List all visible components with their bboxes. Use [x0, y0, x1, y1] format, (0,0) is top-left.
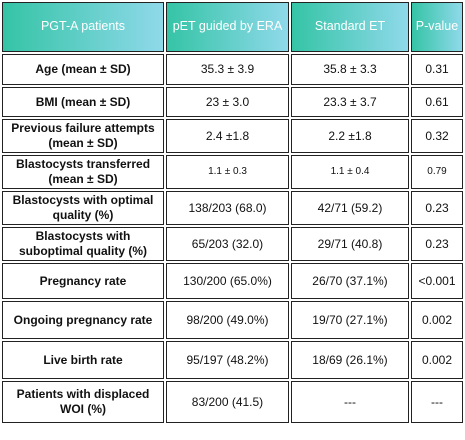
- header-cell: PGT-A patients: [2, 2, 164, 52]
- row-label: Live birth rate: [2, 341, 164, 379]
- cell-value: 1.1 ± 0.4: [291, 155, 409, 189]
- header-cell: pET guided by ERA: [166, 2, 289, 52]
- header-row: PGT-A patients pET guided by ERA Standard …: [2, 2, 463, 52]
- cell-value: 35.3 ± 3.9: [166, 54, 289, 85]
- cell-value: 42/71 (59.2): [291, 191, 409, 225]
- table-row: Age (mean ± SD) 35.3 ± 3.9 35.8 ± 3.3 0.31: [2, 54, 463, 85]
- cell-value: 138/203 (68.0): [166, 191, 289, 225]
- table-body: Age (mean ± SD) 35.3 ± 3.9 35.8 ± 3.3 0.31 B…: [2, 54, 463, 423]
- cell-value: 0.23: [411, 191, 463, 225]
- cell-value: 83/200 (41.5): [166, 381, 289, 423]
- row-label: Blastocysts with suboptimal quality (%): [2, 227, 164, 261]
- table-row: Previous failure attempts (mean ± SD) 2.4…: [2, 119, 463, 153]
- cell-value: 0.23: [411, 227, 463, 261]
- cell-value: ---: [411, 381, 463, 423]
- data-table: PGT-A patients pET guided by ERA Standard …: [2, 2, 463, 423]
- table-row: Blastocysts with optimal quality (%) 138/…: [2, 191, 463, 225]
- cell-value: <0.001: [411, 263, 463, 299]
- row-label: Pregnancy rate: [2, 263, 164, 299]
- table-row: Blastocysts with suboptimal quality (%) 6…: [2, 227, 463, 261]
- cell-value: 0.32: [411, 119, 463, 153]
- row-label: Ongoing pregnancy rate: [2, 301, 164, 339]
- cell-value: 0.79: [411, 155, 463, 189]
- cell-value: 0.002: [411, 341, 463, 379]
- table-row: BMI (mean ± SD) 23 ± 3.0 23.3 ± 3.7 0.61: [2, 87, 463, 117]
- table-row: Patients with displaced WOI (%) 83/200 (4…: [2, 381, 463, 423]
- cell-value: 1.1 ± 0.3: [166, 155, 289, 189]
- row-label: BMI (mean ± SD): [2, 87, 164, 117]
- cell-value: 0.31: [411, 54, 463, 85]
- cell-value: 0.002: [411, 301, 463, 339]
- row-label: Age (mean ± SD): [2, 54, 164, 85]
- row-label: Patients with displaced WOI (%): [2, 381, 164, 423]
- row-label: Blastocysts transferred (mean ± SD): [2, 155, 164, 189]
- cell-value: 2.4 ±1.8: [166, 119, 289, 153]
- cell-value: 95/197 (48.2%): [166, 341, 289, 379]
- table-row: Pregnancy rate 130/200 (65.0%) 26/70 (37.1…: [2, 263, 463, 299]
- cell-value: 29/71 (40.8): [291, 227, 409, 261]
- cell-value: 23 ± 3.0: [166, 87, 289, 117]
- cell-value: ---: [291, 381, 409, 423]
- table-row: Live birth rate 95/197 (48.2%) 18/69 (26.1…: [2, 341, 463, 379]
- header-cell: P-value: [411, 2, 463, 52]
- cell-value: 0.61: [411, 87, 463, 117]
- row-label: Blastocysts with optimal quality (%): [2, 191, 164, 225]
- cell-value: 26/70 (37.1%): [291, 263, 409, 299]
- row-label: Previous failure attempts (mean ± SD): [2, 119, 164, 153]
- cell-value: 18/69 (26.1%): [291, 341, 409, 379]
- header-cell: Standard ET: [291, 2, 409, 52]
- cell-value: 2.2 ±1.8: [291, 119, 409, 153]
- cell-value: 23.3 ± 3.7: [291, 87, 409, 117]
- cell-value: 65/203 (32.0): [166, 227, 289, 261]
- cell-value: 130/200 (65.0%): [166, 263, 289, 299]
- table-row: Blastocysts transferred (mean ± SD) 1.1 ±…: [2, 155, 463, 189]
- cell-value: 98/200 (49.0%): [166, 301, 289, 339]
- cell-value: 35.8 ± 3.3: [291, 54, 409, 85]
- table-row: Ongoing pregnancy rate 98/200 (49.0%) 19/7…: [2, 301, 463, 339]
- cell-value: 19/70 (27.1%): [291, 301, 409, 339]
